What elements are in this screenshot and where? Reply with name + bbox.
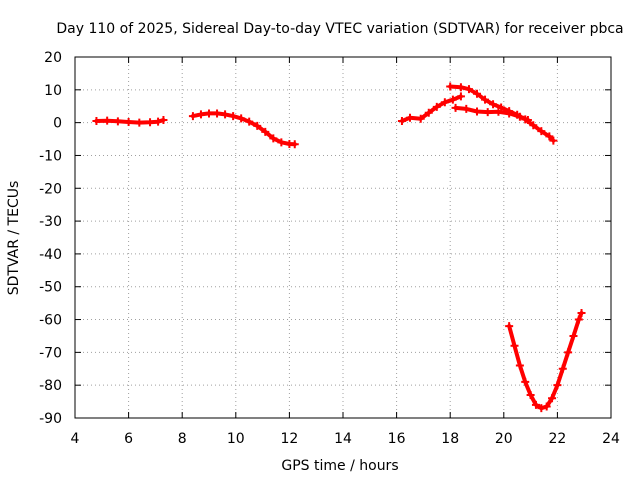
grid-layer [75, 57, 611, 418]
data-point [537, 404, 546, 413]
data-point [277, 138, 286, 147]
x-tick-label: 18 [441, 431, 459, 447]
data-point [526, 391, 535, 400]
data-point [574, 315, 583, 324]
data-point [462, 104, 471, 113]
y-tick-label: -30 [39, 214, 62, 230]
data-point [558, 364, 567, 373]
data-point [515, 112, 524, 121]
x-tick-label: 24 [602, 431, 620, 447]
data-point [545, 132, 554, 141]
chart-title: Day 110 of 2025, Sidereal Day-to-day VTE… [56, 21, 623, 37]
data-point [456, 83, 465, 92]
x-tick-label: 8 [178, 431, 187, 447]
data-point [261, 127, 270, 136]
data-point [537, 127, 546, 136]
data-point [103, 116, 112, 125]
data-point [446, 82, 455, 91]
y-tick-label: 0 [53, 116, 62, 132]
x-tick-label: 10 [227, 431, 245, 447]
data-point [505, 109, 514, 118]
x-tick-label: 6 [124, 431, 133, 447]
data-point [397, 116, 406, 125]
y-tick-label: -80 [39, 378, 62, 394]
data-point [205, 109, 213, 118]
y-tick-label: -20 [39, 181, 62, 197]
data-point [483, 108, 492, 117]
y-axis-label: SDTVAR / TECUs [6, 181, 22, 296]
data-point [221, 110, 230, 119]
y-tick-label: -50 [39, 280, 62, 296]
y-tick-label: 20 [44, 50, 62, 66]
y-tick-label: -70 [39, 345, 62, 361]
data-point [489, 100, 498, 109]
data-point [473, 89, 481, 98]
data-point [448, 95, 457, 104]
data-point [424, 108, 433, 117]
data-point [531, 400, 540, 409]
data-point [510, 341, 519, 350]
data-point [473, 107, 481, 116]
data-point [406, 113, 414, 122]
x-tick-label: 16 [388, 431, 406, 447]
y-tick-label: -60 [39, 313, 62, 329]
data-point [542, 402, 551, 411]
data-point [229, 112, 238, 121]
data-point [124, 117, 133, 126]
data-series-arc-5 [451, 103, 532, 125]
data-point [432, 102, 441, 111]
data-point [548, 394, 557, 403]
data-point [577, 308, 586, 317]
x-tick-label: 12 [280, 431, 298, 447]
data-point [505, 322, 514, 331]
data-series-arc-3 [397, 92, 465, 125]
data-point [523, 116, 532, 125]
x-tick-label: 22 [548, 431, 566, 447]
y-tick-label: -90 [39, 411, 62, 427]
data-point [92, 116, 101, 125]
data-layer [92, 82, 586, 413]
data-series-arc-1 [92, 116, 168, 127]
data-point [159, 116, 168, 125]
x-axis-label: GPS time / hours [281, 458, 398, 474]
data-point [521, 377, 530, 386]
data-point [529, 121, 538, 130]
data-point [515, 361, 524, 370]
data-point [451, 103, 460, 112]
data-point [237, 114, 246, 123]
data-point [188, 112, 197, 121]
data-series-arc-6 [505, 308, 586, 413]
data-point [564, 348, 573, 357]
series-line [507, 311, 584, 411]
data-point [196, 110, 205, 119]
data-point [154, 117, 163, 126]
data-point [253, 121, 262, 130]
data-point [290, 140, 299, 149]
data-point [494, 107, 503, 116]
data-point [245, 117, 254, 126]
data-point [416, 114, 425, 123]
y-tick-label: -40 [39, 247, 62, 263]
data-point [456, 92, 465, 101]
y-tick-label: -10 [39, 148, 62, 164]
x-tick-label: 14 [334, 431, 352, 447]
data-point [135, 118, 144, 127]
x-tick-label: 20 [495, 431, 513, 447]
data-point [553, 381, 562, 390]
data-point [569, 331, 578, 340]
x-tick-label: 4 [71, 431, 80, 447]
data-point [464, 85, 473, 94]
data-series-arc-2 [188, 109, 299, 149]
data-point [113, 117, 122, 126]
data-point [481, 95, 490, 104]
data-point [146, 118, 155, 127]
data-point [269, 134, 278, 143]
data-point [440, 98, 449, 107]
tick-layer: 4 6 8 10 12 14 16 18 20 22 24 20 10 0 -10 -20 -30 -40 -50 -… [39, 50, 620, 447]
data-point [213, 109, 222, 118]
y-tick-label: 10 [44, 83, 62, 99]
data-point [549, 136, 558, 145]
